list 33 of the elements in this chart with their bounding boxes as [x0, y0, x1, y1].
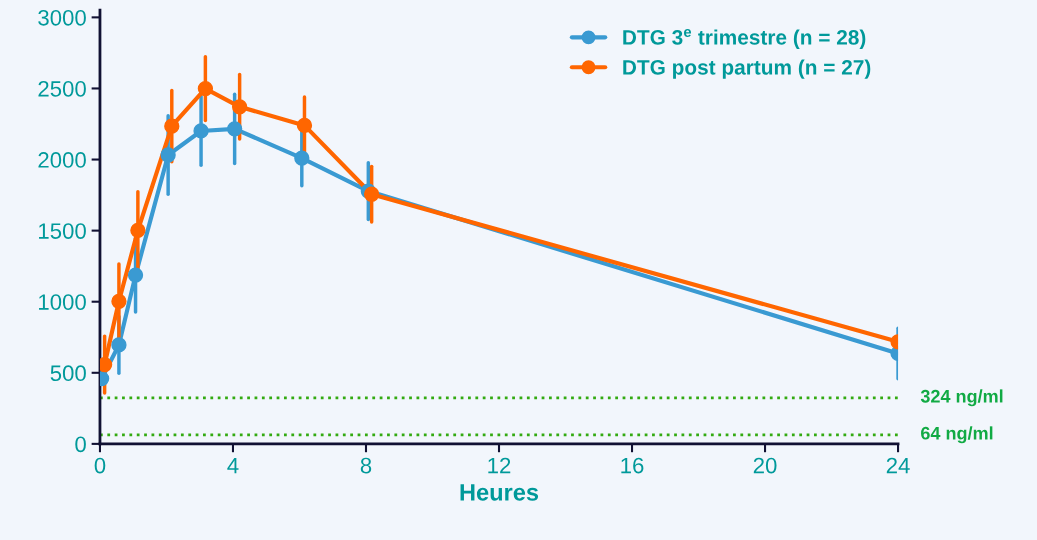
y-tick-label: 3000 — [38, 9, 86, 26]
legend-label: DTG post partum (n = 27) — [623, 59, 871, 79]
x-tick-label: 24 — [886, 457, 910, 474]
ref-line-label: 324 ng/ml — [920, 389, 1003, 407]
y-tick-label: 500 — [50, 365, 86, 382]
y-tick-label: 2500 — [38, 80, 86, 97]
point — [160, 147, 176, 163]
y-tick-label: 1000 — [39, 294, 86, 310]
point — [364, 186, 380, 202]
point — [231, 99, 248, 115]
ref-line-label: 64 ng/ml — [921, 426, 993, 444]
legend-label: DTG 3$^{e}$ trimestre (n = 28) — [623, 29, 866, 49]
y-tick-label: 0 — [75, 436, 86, 453]
point — [127, 267, 144, 283]
y-tick-label: 2000 — [38, 152, 86, 168]
x-tick-label: 8 — [360, 457, 372, 474]
point — [164, 118, 180, 134]
point — [193, 123, 209, 139]
x-axis-title: Heures — [460, 484, 539, 501]
point — [130, 222, 146, 238]
point — [227, 121, 243, 137]
point — [197, 80, 214, 97]
x-tick-label: 16 — [621, 457, 644, 474]
x-tick-label: 20 — [753, 457, 777, 474]
x-tick-label: 12 — [488, 457, 511, 474]
y-tick-label: 1500 — [39, 223, 86, 239]
point — [99, 356, 113, 373]
point — [294, 150, 310, 166]
point — [111, 337, 127, 353]
point — [296, 117, 313, 134]
x-tick-label: 0 — [94, 457, 106, 474]
point — [111, 293, 127, 309]
x-tick-label: 4 — [227, 457, 239, 474]
